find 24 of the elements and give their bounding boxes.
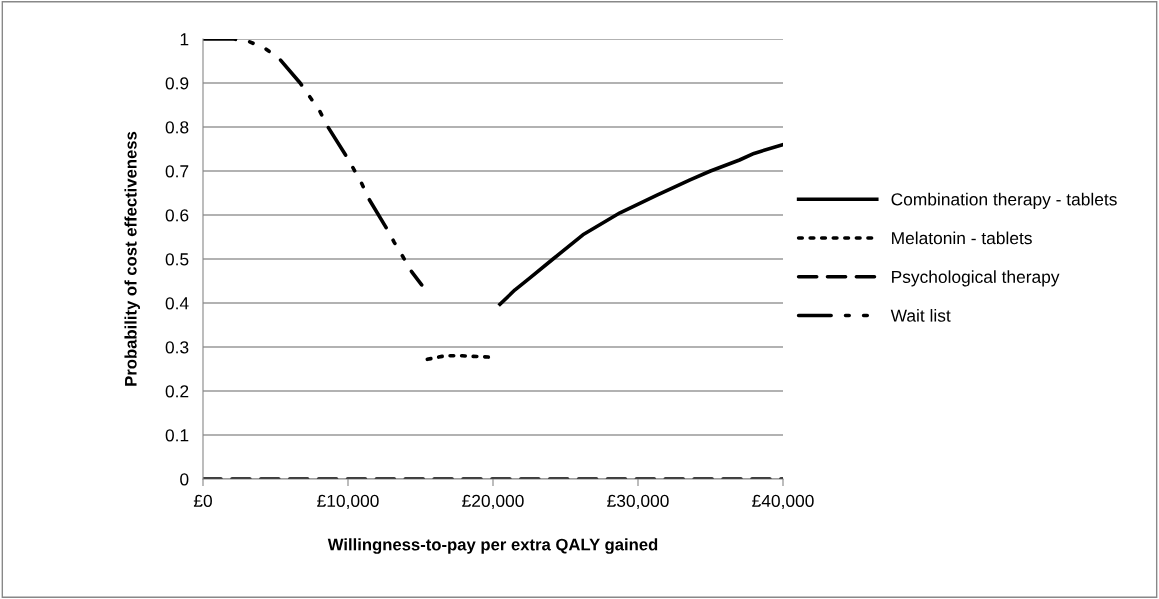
x-tick-label: £30,000 <box>607 494 669 510</box>
line-series <box>203 39 424 287</box>
y-tick-label: 0.7 <box>165 165 189 178</box>
y-tick-label: 0.6 <box>165 209 189 222</box>
legend-label: Combination therapy - tablets <box>891 192 1117 209</box>
y-tick-label: 0.8 <box>165 121 189 134</box>
y-tick-label: 0.4 <box>165 297 189 310</box>
y-axis-title: Probability of cost effectiveness <box>124 131 140 386</box>
x-tick-label: £40,000 <box>752 494 814 510</box>
y-tick-label: 0.2 <box>165 385 189 398</box>
x-tick-label: £0 <box>193 494 212 508</box>
x-tick-label: £10,000 <box>317 494 379 510</box>
y-tick-label: 1 <box>180 33 189 46</box>
y-tick-label: 0.3 <box>165 341 189 354</box>
x-tick-label: £20,000 <box>462 494 524 510</box>
y-tick-label: 0.5 <box>165 253 189 266</box>
legend-label: Melatonin - tablets <box>892 231 1032 245</box>
y-tick-label: 0.1 <box>165 429 189 442</box>
x-axis-title: Willingness-to-pay per extra QALY gained <box>327 538 658 554</box>
line-series <box>498 142 783 307</box>
legend-label: Psychological therapy <box>892 270 1060 287</box>
legend-label: Wait list <box>890 309 951 322</box>
y-tick-label: 0 <box>180 473 189 486</box>
y-tick-label: 0.9 <box>165 77 189 90</box>
